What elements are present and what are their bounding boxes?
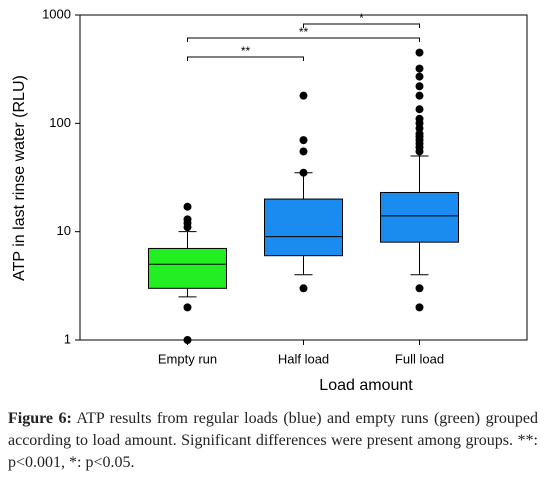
outlier [415, 48, 424, 57]
outlier [183, 215, 192, 224]
box [148, 247, 227, 289]
caption-text: ATP results from regular loads (blue) an… [8, 410, 538, 471]
x-tick-label: Empty run [158, 351, 217, 366]
outlier [183, 336, 192, 344]
outlier [415, 284, 424, 293]
outlier [299, 147, 308, 156]
outlier [183, 303, 192, 312]
outlier [415, 82, 424, 91]
y-tick-label: 1000 [42, 6, 71, 21]
significance-label: * [359, 11, 364, 25]
significance-bracket [303, 23, 420, 28]
chart: Load amount ATP in last rinse water (RLU… [11, 6, 528, 394]
x-tick-label: Full load [395, 351, 444, 366]
y-tick-label: 100 [49, 115, 71, 130]
outlier [415, 129, 424, 138]
outlier [415, 105, 424, 114]
caption: Figure 6: ATP results from regular loads… [8, 408, 538, 474]
outlier [415, 303, 424, 312]
outlier [415, 91, 424, 100]
caption-label: Figure 6: [8, 410, 72, 427]
y-axis-label: ATP in last rinse water (RLU) [11, 75, 28, 281]
outlier [299, 284, 308, 293]
box [264, 198, 343, 257]
outlier [299, 168, 308, 177]
y-tick-label: 1 [64, 331, 71, 346]
outlier [415, 72, 424, 81]
significance-bracket [187, 37, 420, 42]
outlier [299, 91, 308, 100]
significance-label: ** [299, 25, 309, 39]
x-tick-label: Half load [278, 351, 329, 366]
x-axis-label: Load amount [319, 377, 413, 394]
outlier [415, 114, 424, 123]
outlier [183, 202, 192, 211]
outlier [299, 136, 308, 145]
box [380, 191, 459, 243]
outlier [415, 64, 424, 73]
significance-label: ** [241, 44, 251, 58]
y-tick-label: 10 [57, 223, 71, 238]
significance-bracket [187, 56, 304, 61]
